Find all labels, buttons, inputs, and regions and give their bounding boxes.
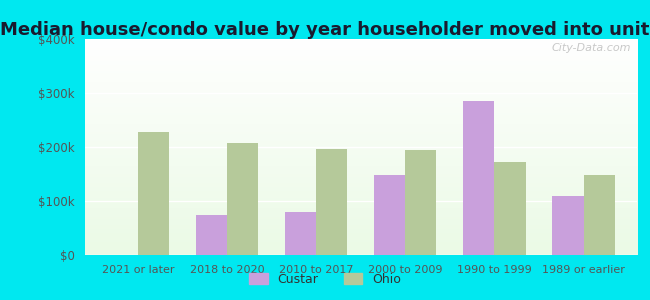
Bar [552, 196, 584, 255]
Legend: Custar, Ohio: Custar, Ohio [244, 268, 406, 291]
Bar [316, 148, 347, 255]
Text: City-Data.com: City-Data.com [552, 43, 632, 53]
Bar [584, 175, 615, 255]
Bar [138, 132, 169, 255]
Bar [463, 101, 495, 255]
Bar [374, 175, 406, 255]
Bar [227, 143, 258, 255]
Bar [285, 212, 316, 255]
Bar [495, 162, 526, 255]
Bar [196, 214, 227, 255]
Bar [406, 150, 437, 255]
Text: Median house/condo value by year householder moved into unit: Median house/condo value by year househo… [0, 21, 650, 39]
